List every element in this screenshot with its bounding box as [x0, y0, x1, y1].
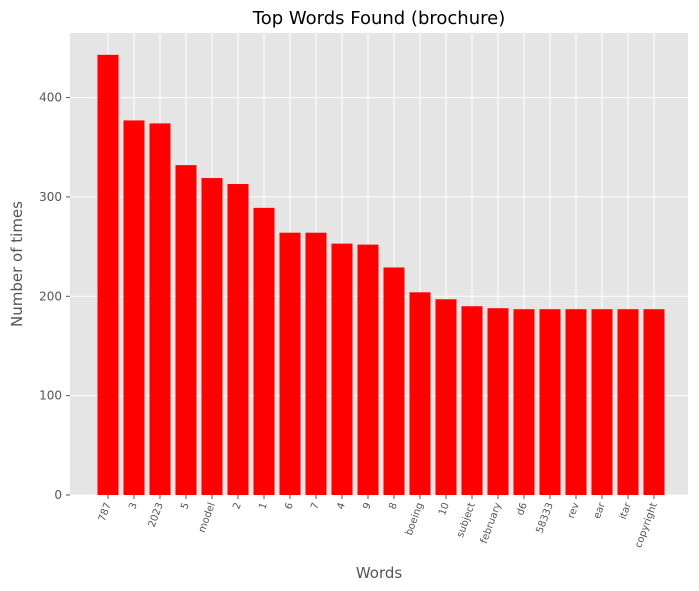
- bar-boeing: [409, 292, 431, 495]
- bar-787: [97, 54, 119, 495]
- bar-itar: [617, 309, 639, 495]
- y-tick-label: 100: [39, 389, 62, 403]
- bar-model: [201, 178, 223, 496]
- x-tick-label: 2023: [147, 501, 166, 529]
- x-tick-label: boeing: [404, 501, 426, 537]
- bar-5: [175, 165, 197, 495]
- y-axis-label: Number of times: [8, 201, 26, 327]
- x-tick-label: 10: [437, 501, 452, 517]
- bar-rev: [565, 309, 587, 495]
- x-tick-label: 4: [335, 501, 348, 511]
- x-tick-label: 7: [309, 501, 322, 511]
- y-axis-ticks: 0 100 200 300 400: [39, 91, 70, 502]
- y-tick-label: 300: [39, 190, 62, 204]
- x-tick-label: 5: [179, 501, 192, 511]
- bar-4: [331, 243, 353, 495]
- x-tick-label: copyright: [633, 501, 660, 549]
- x-axis-ticks: 787 3 2023 5 model 2 1 6 7 4 9 8 boeing 10 subject febr…: [97, 495, 660, 550]
- x-tick-label: 3: [127, 501, 140, 511]
- x-tick-label: 58333: [535, 501, 556, 535]
- x-tick-label: 9: [361, 501, 374, 511]
- bar-d6: [513, 309, 535, 495]
- bar-7: [305, 232, 327, 495]
- bar-3: [123, 120, 145, 496]
- bar-subject: [461, 306, 483, 495]
- bar-2: [227, 184, 249, 495]
- x-tick-label: ear: [592, 500, 608, 520]
- y-tick-label: 400: [39, 91, 62, 105]
- bar-8: [383, 267, 405, 495]
- bar-1: [253, 207, 275, 496]
- x-tick-label: 787: [97, 501, 114, 523]
- bar-58333: [539, 309, 561, 495]
- x-tick-label: d6: [515, 501, 530, 517]
- x-tick-label: itar: [618, 500, 634, 521]
- bar-february: [487, 308, 509, 495]
- x-tick-label: model: [197, 501, 218, 534]
- bars: [97, 54, 665, 496]
- x-tick-label: 6: [283, 501, 296, 511]
- bar-2023: [149, 123, 171, 495]
- y-tick-label: 200: [39, 289, 62, 303]
- x-tick-label: 1: [257, 501, 270, 511]
- bar-copyright: [643, 309, 665, 495]
- x-tick-label: february: [479, 501, 504, 545]
- bar-6: [279, 232, 301, 495]
- y-tick-label: 0: [54, 488, 62, 502]
- bar-9: [357, 244, 379, 495]
- x-tick-label: 2: [231, 501, 244, 511]
- x-axis-label: Words: [356, 564, 403, 582]
- bar-10: [435, 299, 457, 495]
- bar-ear: [591, 309, 613, 495]
- x-tick-label: rev: [566, 501, 582, 520]
- x-tick-label: subject: [455, 501, 478, 539]
- x-tick-label: 8: [387, 501, 400, 511]
- chart-title: Top Words Found (brochure): [252, 8, 505, 29]
